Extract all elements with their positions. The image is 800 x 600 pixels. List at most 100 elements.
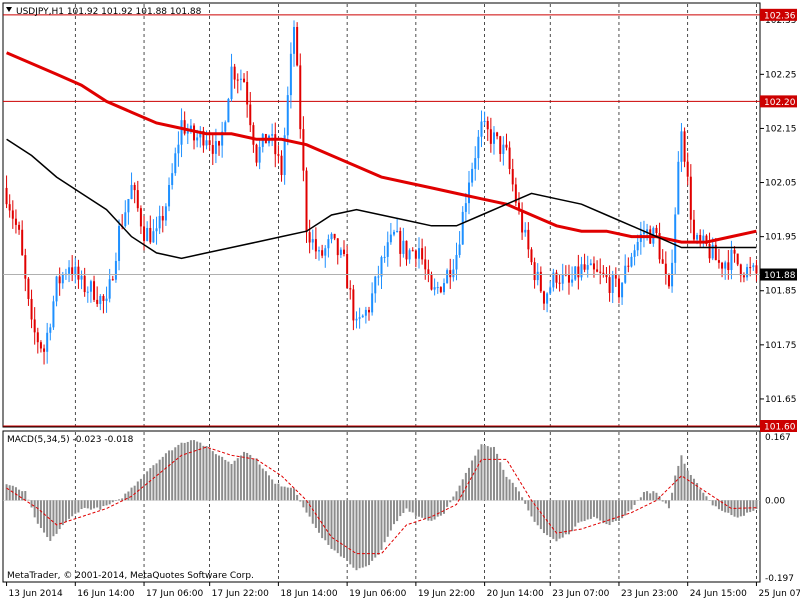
macd-bar <box>180 442 183 501</box>
macd-bar <box>246 452 249 501</box>
candle-body <box>383 256 386 258</box>
candle-body <box>739 264 742 276</box>
macd-bar <box>152 465 155 501</box>
candle-body <box>717 260 720 263</box>
copyright-text: MetaTrader, © 2001-2014, MetaQuotes Soft… <box>7 571 254 581</box>
chart-title: USDJPY,H1 101.92 101.92 101.88 101.88 <box>16 7 202 17</box>
candle-body <box>161 215 164 221</box>
candle-body <box>205 140 208 146</box>
macd-bar <box>168 450 171 501</box>
macd-bar <box>589 500 592 519</box>
candle-body <box>489 129 492 144</box>
candle-body <box>574 266 577 280</box>
macd-bar <box>155 463 158 501</box>
candle-body <box>417 248 420 259</box>
candle-body <box>196 137 199 141</box>
candle-body <box>355 318 358 321</box>
macd-bar <box>471 460 474 501</box>
macd-bar <box>514 487 517 501</box>
macd-bar <box>414 500 417 516</box>
candle-body <box>230 66 233 100</box>
macd-bar <box>227 461 230 501</box>
macd-bar <box>483 445 486 501</box>
macd-bar <box>596 500 599 519</box>
candle-body <box>567 274 570 283</box>
candle-body <box>471 168 474 183</box>
candle-body <box>683 131 686 162</box>
horizontal-lines[interactable] <box>3 14 760 427</box>
candle-body <box>308 232 311 243</box>
macd-bar <box>449 500 452 503</box>
macd-bar <box>708 500 711 501</box>
macd-bar <box>361 500 364 568</box>
macd-bar <box>108 500 111 505</box>
candle-body <box>436 287 439 289</box>
candle-body <box>80 275 83 280</box>
macd-bar <box>721 500 724 511</box>
candle-body <box>511 169 514 185</box>
candle-body <box>602 272 605 275</box>
macd-bar <box>318 500 321 533</box>
macd-bar <box>442 500 445 514</box>
candle-body <box>146 227 149 241</box>
candle-body <box>702 235 705 241</box>
macd-bar <box>533 500 536 522</box>
candle-body <box>655 227 658 234</box>
candle-body <box>727 262 730 271</box>
macd-tick-label: 0.00 <box>765 496 785 506</box>
candle-body <box>439 287 442 293</box>
macd-bar <box>627 500 630 512</box>
macd-bar <box>124 493 127 501</box>
macd-bar <box>605 500 608 525</box>
candle-body <box>61 274 64 284</box>
candle-body <box>430 273 433 290</box>
macd-bar <box>655 492 658 501</box>
candle-body <box>736 253 739 265</box>
candle-body <box>480 121 483 137</box>
candle-body <box>386 242 389 257</box>
macd-bar <box>18 489 21 501</box>
macd-bar <box>536 500 539 526</box>
macd-bar <box>549 500 552 537</box>
macd-bar <box>230 463 233 501</box>
candle-body <box>411 250 414 252</box>
candle-body <box>139 208 142 227</box>
candle-body <box>299 65 302 130</box>
candle-body <box>408 250 411 260</box>
macd-bar <box>755 500 758 509</box>
macd-bar <box>249 454 252 501</box>
candle-body <box>680 131 683 162</box>
candle-body <box>108 279 111 299</box>
macd-bar <box>396 500 399 522</box>
macd-bar <box>296 494 299 501</box>
macd-bar <box>339 500 342 557</box>
candle-body <box>243 78 246 82</box>
macd-bar <box>343 500 346 558</box>
macd-bar <box>289 487 292 501</box>
candle-body <box>380 257 383 277</box>
candle-body <box>33 319 36 333</box>
candle-body <box>186 131 189 134</box>
macd-bar <box>671 492 674 501</box>
candle-body <box>155 228 158 232</box>
y-tick-label: 102.15 <box>765 124 797 134</box>
macd-bar <box>211 451 214 501</box>
candle-body <box>421 248 424 260</box>
macd-pane-frame <box>2 430 761 583</box>
candle-body <box>627 265 630 267</box>
candle-body <box>617 278 620 298</box>
macd-bar <box>61 500 64 526</box>
macd-bar <box>621 500 624 519</box>
macd-bar <box>324 500 327 541</box>
collapse-triangle-icon[interactable] <box>6 7 12 12</box>
candle-body <box>705 235 708 244</box>
macd-bar <box>505 476 508 501</box>
candle-body <box>271 134 274 136</box>
macd-bar <box>102 500 105 507</box>
candle-body <box>464 203 467 212</box>
time-axis: 13 Jun 2014 16 Jun 14:00 17 Jun 06:00 17 Ju… <box>6 582 800 599</box>
candle-body <box>43 348 46 352</box>
macd-bar <box>417 500 420 517</box>
candle-body <box>158 215 161 229</box>
